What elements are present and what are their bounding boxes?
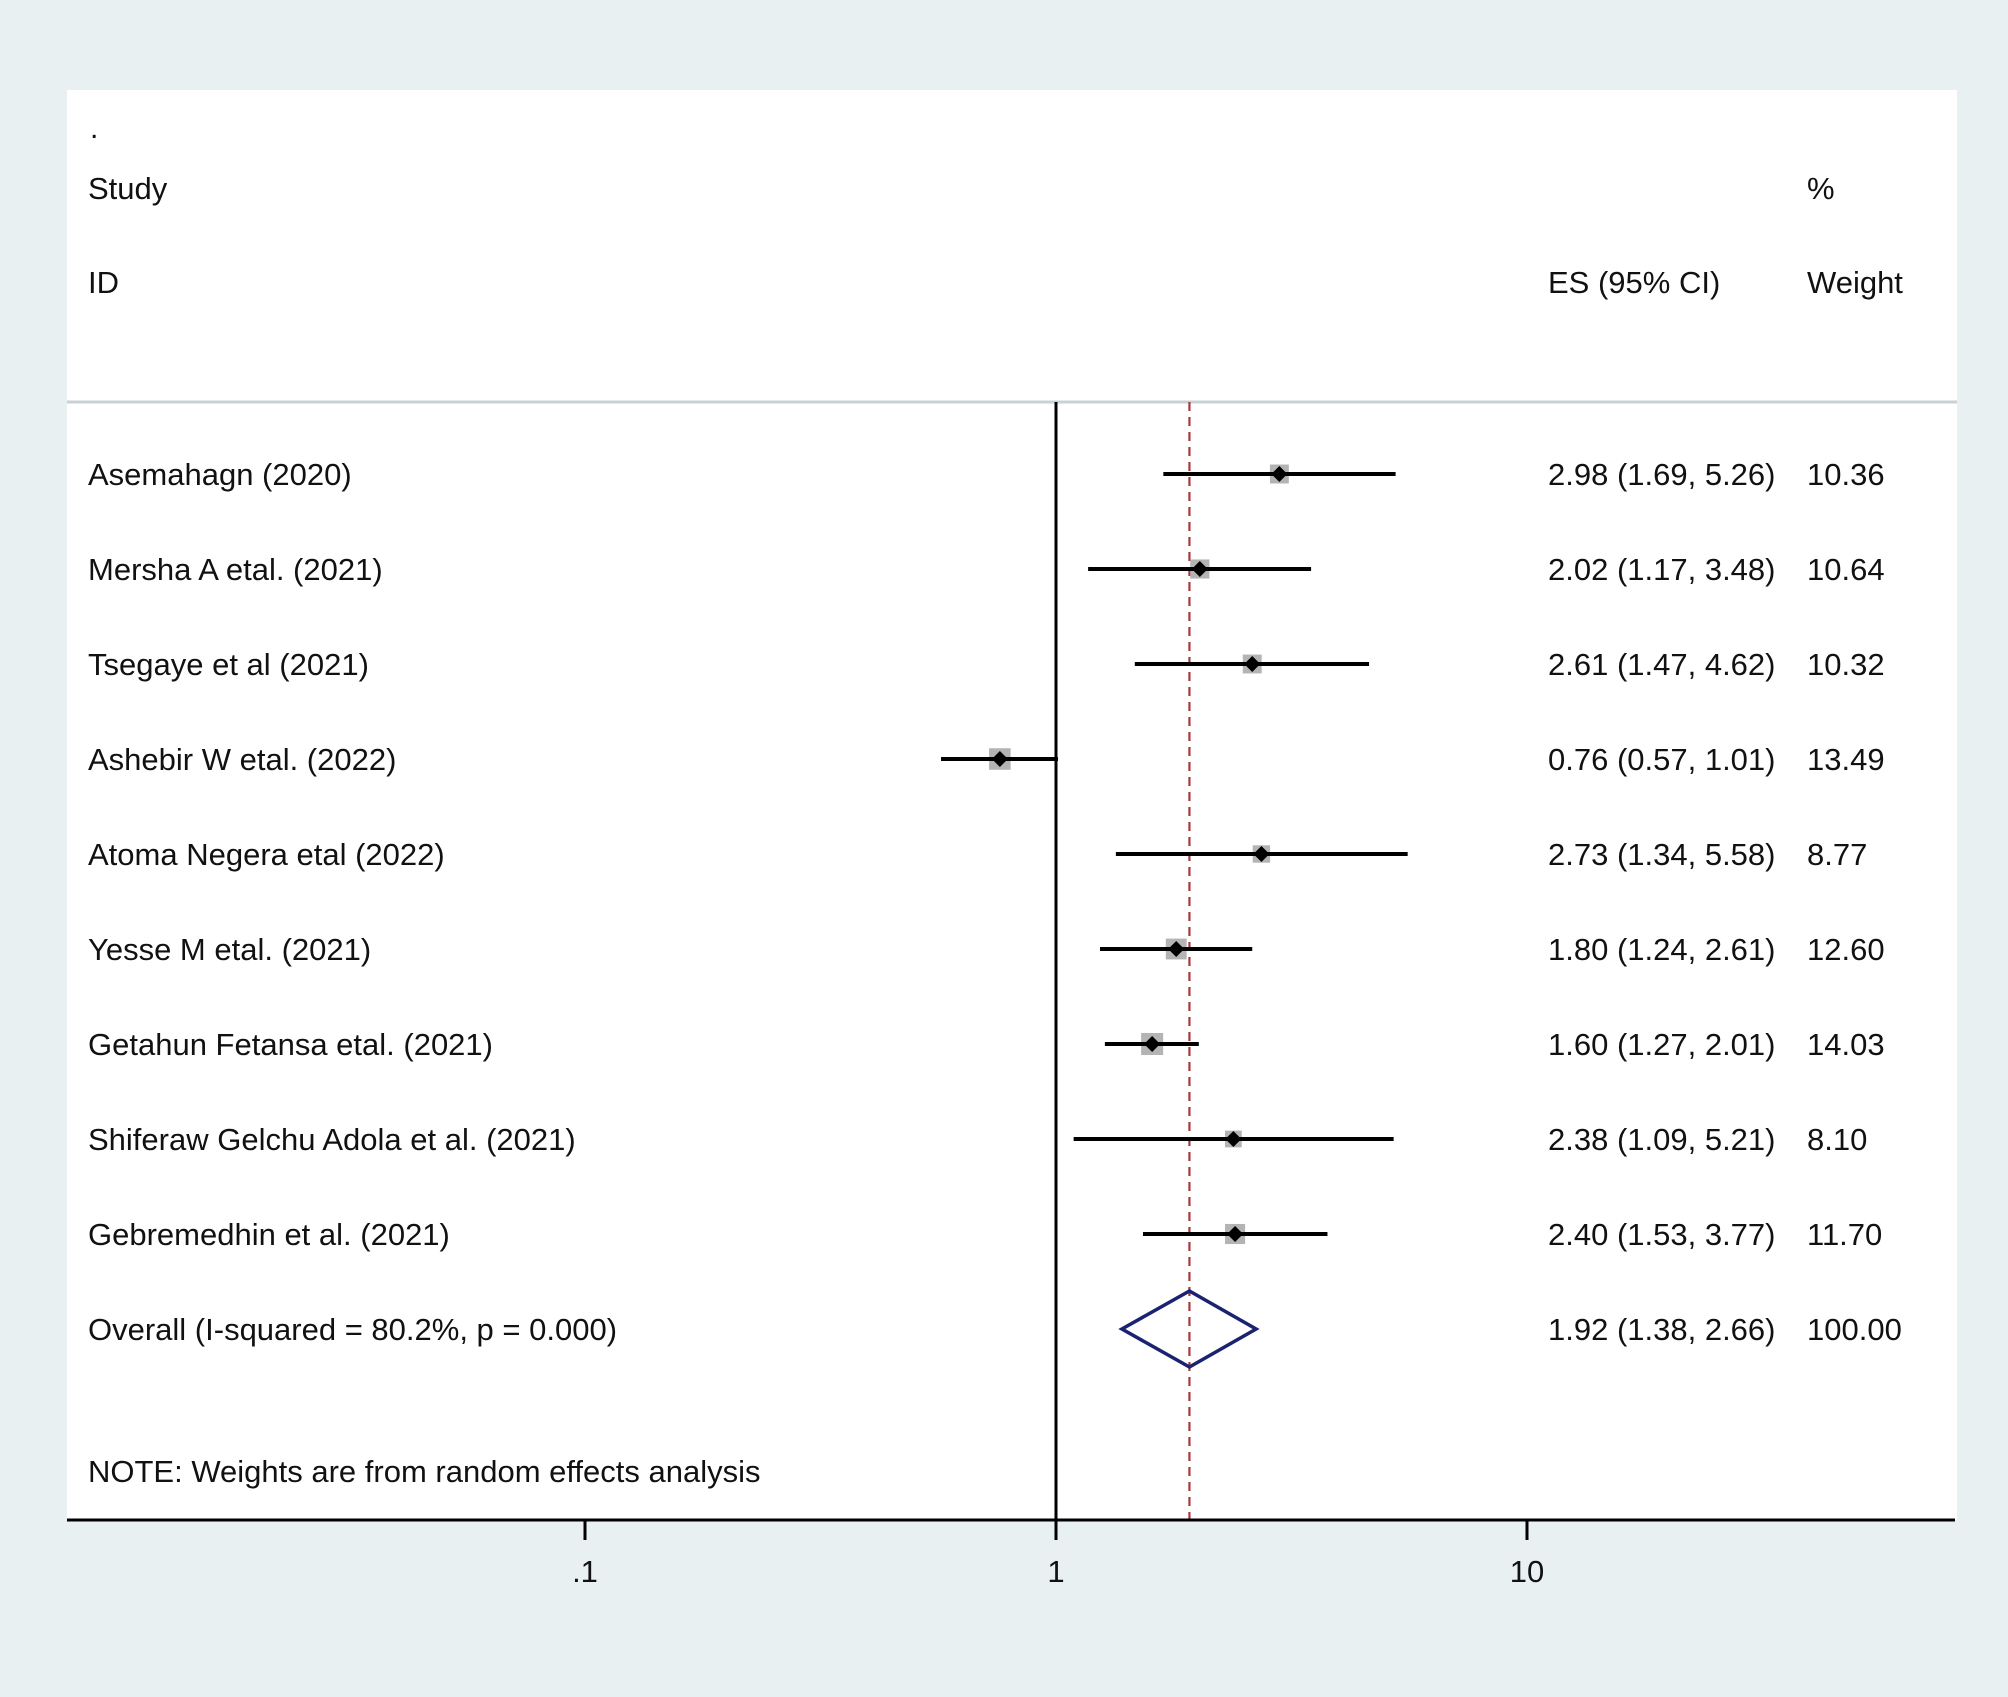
- header-id: ID: [88, 265, 119, 300]
- point-estimate-marker: [1225, 1131, 1242, 1147]
- study-weight: 13.49: [1807, 742, 1885, 777]
- study-row: Asemahagn (2020) 2.98 (1.69, 5.26) 10.36: [88, 457, 1885, 492]
- point-estimate-marker: [1244, 656, 1261, 672]
- point-estimate-marker: [991, 751, 1008, 767]
- study-row: Atoma Negera etal (2022) 2.73 (1.34, 5.58…: [88, 837, 1867, 872]
- study-label: Asemahagn (2020): [88, 457, 352, 492]
- chart-title: .: [90, 112, 98, 145]
- point-estimate-marker: [1168, 941, 1185, 957]
- study-label: Atoma Negera etal (2022): [88, 837, 445, 872]
- overall-label: Overall (I-squared = 80.2%, p = 0.000): [88, 1312, 617, 1347]
- study-weight: 8.10: [1807, 1122, 1867, 1157]
- study-es-ci: 1.80 (1.24, 2.61): [1548, 932, 1776, 967]
- study-es-ci: 0.76 (0.57, 1.01): [1548, 742, 1776, 777]
- point-estimate-marker: [1144, 1036, 1161, 1052]
- header-study: Study: [88, 171, 168, 206]
- study-es-ci: 2.98 (1.69, 5.26): [1548, 457, 1776, 492]
- overall-diamond: [1118, 1288, 1260, 1370]
- study-label: Gebremedhin et al. (2021): [88, 1217, 450, 1252]
- note-text: NOTE: Weights are from random effects an…: [88, 1454, 761, 1489]
- study-weight: 10.32: [1807, 647, 1885, 682]
- point-estimate-marker: [1227, 1226, 1244, 1242]
- header-es: ES (95% CI): [1548, 265, 1720, 300]
- point-estimate-marker: [1271, 466, 1288, 482]
- study-es-ci: 2.40 (1.53, 3.77): [1548, 1217, 1776, 1252]
- overall-es-ci: 1.92 (1.38, 2.66): [1548, 1312, 1776, 1347]
- study-row: Gebremedhin et al. (2021) 2.40 (1.53, 3.7…: [88, 1217, 1882, 1252]
- study-row: Getahun Fetansa etal. (2021) 1.60 (1.27, …: [88, 1027, 1885, 1062]
- study-es-ci: 2.61 (1.47, 4.62): [1548, 647, 1776, 682]
- study-label: Shiferaw Gelchu Adola et al. (2021): [88, 1122, 576, 1157]
- study-row: Ashebir W etal. (2022) 0.76 (0.57, 1.01) 1…: [88, 742, 1885, 777]
- study-weight: 8.77: [1807, 837, 1867, 872]
- header-weight: Weight: [1807, 265, 1903, 300]
- study-es-ci: 2.38 (1.09, 5.21): [1548, 1122, 1776, 1157]
- study-label: Mersha A etal. (2021): [88, 552, 383, 587]
- study-weight: 14.03: [1807, 1027, 1885, 1062]
- x-tick-label: 10: [1510, 1554, 1544, 1589]
- study-row: Shiferaw Gelchu Adola et al. (2021) 2.38 …: [88, 1122, 1867, 1157]
- x-tick-label: 1: [1047, 1554, 1064, 1589]
- point-estimate-marker: [1253, 846, 1270, 862]
- study-row: Mersha A etal. (2021) 2.02 (1.17, 3.48) 10…: [88, 552, 1885, 587]
- study-weight: 10.64: [1807, 552, 1885, 587]
- overall-weight: 100.00: [1807, 1312, 1902, 1347]
- study-label: Getahun Fetansa etal. (2021): [88, 1027, 493, 1062]
- x-tick-label: .1: [572, 1554, 598, 1589]
- study-weight: 10.36: [1807, 457, 1885, 492]
- study-row: Yesse M etal. (2021) 1.80 (1.24, 2.61) 12.…: [88, 932, 1885, 967]
- study-row: Tsegaye et al (2021) 2.61 (1.47, 4.62) 10.…: [88, 647, 1885, 682]
- study-weight: 12.60: [1807, 932, 1885, 967]
- study-es-ci: 2.02 (1.17, 3.48): [1548, 552, 1776, 587]
- study-label: Yesse M etal. (2021): [88, 932, 371, 967]
- point-estimate-marker: [1191, 561, 1208, 577]
- study-es-ci: 2.73 (1.34, 5.58): [1548, 837, 1776, 872]
- study-es-ci: 1.60 (1.27, 2.01): [1548, 1027, 1776, 1062]
- header-percent: %: [1807, 171, 1835, 206]
- study-label: Tsegaye et al (2021): [88, 647, 369, 682]
- study-label: Ashebir W etal. (2022): [88, 742, 396, 777]
- plot-panel: [67, 90, 1957, 1520]
- study-weight: 11.70: [1807, 1217, 1882, 1252]
